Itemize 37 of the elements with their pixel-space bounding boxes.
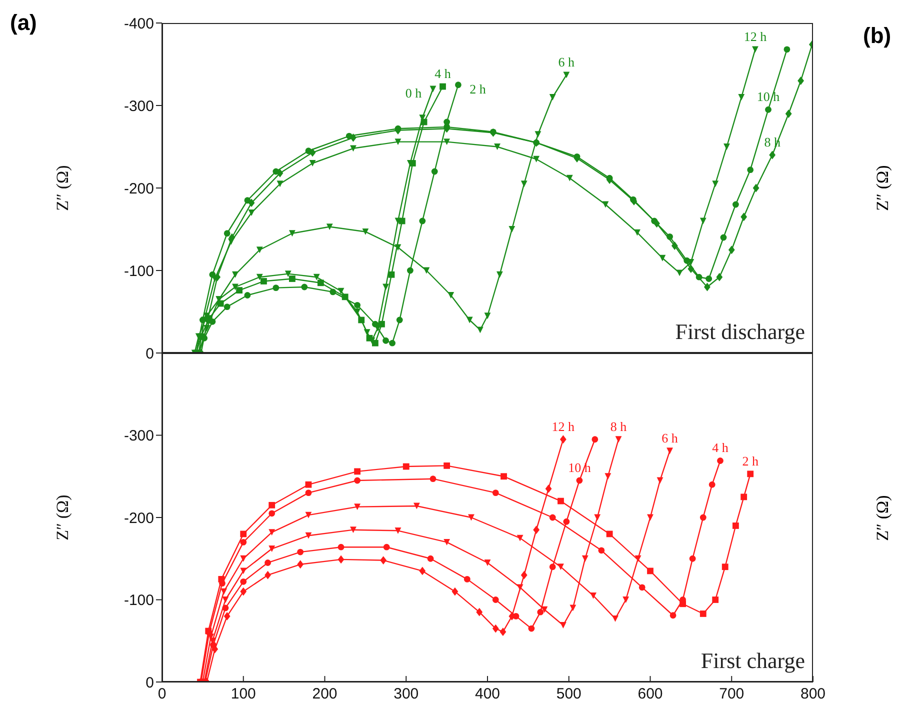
- text: Z″ (Ω): [873, 165, 893, 211]
- x-tick-label: 200: [312, 686, 338, 703]
- y-axis-title: Z″ (Ω): [53, 494, 72, 540]
- text: Z″ (Ω): [873, 494, 893, 540]
- x-tick-label: 600: [638, 686, 663, 703]
- annotation: First discharge: [675, 319, 805, 345]
- series-label: 4 h: [712, 440, 729, 456]
- x-tick-label: 0: [158, 686, 166, 703]
- series-label: 8 h: [610, 418, 628, 434]
- y-tick-label: -100: [124, 262, 154, 280]
- x-tick-label: 400: [474, 686, 500, 703]
- y-axis-title: Z″ (Ω): [53, 165, 72, 211]
- series-label: 4 h: [434, 66, 452, 82]
- series-label: 2 h: [742, 453, 759, 468]
- y-tick-label: 0: [146, 674, 154, 692]
- y-tick-label: 0: [146, 345, 154, 362]
- x-tick-label: 300: [394, 686, 419, 703]
- series-label: 12 h: [744, 28, 768, 44]
- series-label: 12 h: [552, 418, 576, 434]
- series-label: 2 h: [470, 81, 486, 96]
- annotation: First charge: [700, 648, 805, 674]
- series-label: 0 h: [405, 86, 422, 100]
- y-tick-label: -300: [124, 428, 154, 445]
- y-tick-label: -400: [124, 15, 154, 32]
- x-tick-label: 100: [230, 686, 256, 703]
- y-tick-label: -300: [124, 98, 154, 115]
- series-label: 6 h: [662, 430, 678, 446]
- series-label: 6 h: [558, 54, 576, 70]
- x-tick-label: 700: [719, 686, 744, 703]
- series-label: 10 h: [756, 89, 780, 104]
- x-tick-label: 800: [800, 686, 826, 703]
- y-tick-label: -100: [124, 592, 154, 610]
- y-tick-label: -200: [124, 510, 154, 527]
- y-tick-label: -200: [124, 180, 154, 198]
- chart-title: (a): [10, 10, 37, 36]
- text: (b): [863, 23, 892, 49]
- x-tick-label: 500: [556, 686, 582, 703]
